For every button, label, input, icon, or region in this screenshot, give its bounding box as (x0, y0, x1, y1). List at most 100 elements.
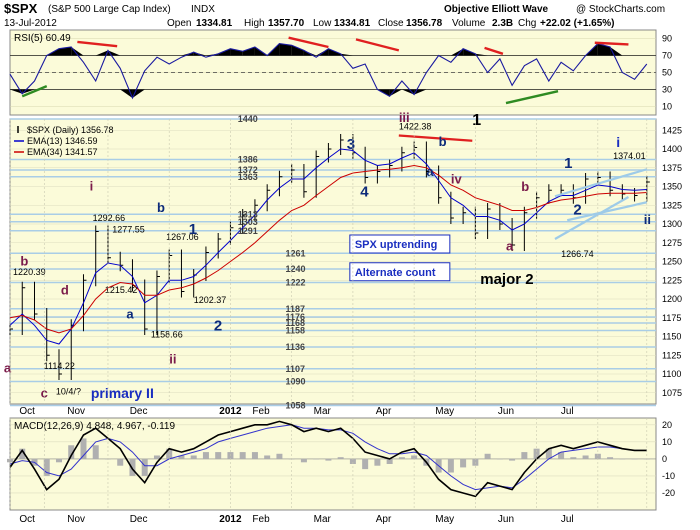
month-label: Nov (67, 406, 85, 417)
month-label: May (435, 514, 454, 525)
volume-value: 2.3B (492, 18, 513, 29)
ohlc-readout: Open 1334.81 High 1357.70 Low 1334.81 Cl… (167, 18, 615, 29)
rsi-series-line (9, 42, 648, 100)
wave-label: a (506, 238, 514, 253)
month-label: Mar (314, 514, 332, 525)
macd-histogram-bar (607, 457, 614, 459)
wave-label: a (4, 361, 12, 376)
price-tick-label: 1300 (662, 219, 682, 229)
macd-histogram-bar (631, 458, 638, 460)
wave-label: b (157, 200, 165, 215)
price-tick-label: 1225 (662, 275, 682, 285)
wave-label: ii (169, 352, 176, 367)
high-label: High (244, 18, 265, 29)
rsi-divergence-line (288, 36, 329, 49)
reference-level-label: 1291 (238, 226, 258, 236)
macd-tick-label: 20 (662, 420, 672, 430)
macd-histogram-bar (68, 445, 75, 459)
macd-histogram-bar (496, 458, 503, 460)
price-legend-entry: EMA(34) 1341.57 (27, 147, 98, 157)
macd-histogram-bar (411, 455, 418, 459)
price-legend-entry: $SPX (Daily) 1356.78 (27, 125, 114, 135)
macd-lines (9, 420, 647, 498)
month-label: Nov (67, 514, 85, 525)
price-panel: 1440138613721363131313031291126112401222… (4, 110, 682, 417)
macd-histogram-bar (80, 438, 87, 459)
reference-level-label: 1313 (238, 209, 258, 219)
rsi-divergence-line (505, 90, 559, 105)
macd-tick-label: 0 (662, 454, 667, 464)
month-label: Dec (130, 514, 148, 525)
price-tick-label: 1100 (662, 369, 681, 379)
rsi-overbought-fill (242, 47, 255, 56)
macd-histogram-bar (349, 458, 356, 464)
rsi-divergence-line (21, 84, 48, 98)
macd-tick-label: 10 (662, 437, 672, 447)
macd-histogram-bar (619, 458, 626, 460)
count-box (349, 234, 451, 254)
macd-histogram-bar (215, 452, 222, 459)
month-label: 2012 (219, 406, 242, 417)
price-x-axis: Oct Nov Dec 2012 Feb Mar Apr May Jun Jul (9, 119, 648, 417)
rsi-overbought-fill (181, 52, 194, 56)
rsi-overbought-fill (475, 53, 488, 56)
macd-x-axis: Oct Nov Dec 2012 Feb Mar Apr May Jun Jul (9, 418, 648, 525)
price-value-label: 1158.66 (151, 329, 183, 339)
ema34-line (9, 164, 647, 334)
wave-label: 2 (214, 318, 222, 335)
wave-label: 1 (189, 221, 197, 238)
reference-level-label: 1090 (286, 377, 306, 387)
close-label: Close (378, 18, 404, 29)
macd-tick-label: -20 (662, 488, 675, 498)
volume-label: Volume (452, 18, 486, 29)
reference-level-label: 1158 (286, 326, 306, 336)
price-tick-label: 1400 (662, 144, 682, 154)
exchange-label: INDX (191, 4, 215, 15)
price-value-label: 1267.06 (166, 232, 199, 242)
reference-level-label: 1386 (238, 155, 258, 165)
rsi-tick-label: 10 (662, 102, 672, 112)
rsi-oversold-fill (414, 89, 427, 95)
macd-histogram-bar (276, 453, 283, 459)
trend-line (398, 134, 473, 142)
rsi-overbought-fill (95, 50, 108, 56)
reference-level-label: 1363 (238, 172, 258, 182)
open-label: Open (167, 18, 191, 29)
count-box-label: SPX uptrending (355, 239, 438, 251)
macd-histogram-bar (558, 452, 565, 459)
rsi-overbought-fill (279, 43, 292, 56)
wave-label: iv (451, 172, 463, 187)
rsi-overbought-fill (450, 48, 464, 56)
rsi-tick-label: 50 (662, 68, 672, 78)
wave-label: a (126, 307, 134, 322)
high-value: 1357.70 (268, 18, 305, 29)
macd-histogram-bar (117, 458, 124, 466)
month-label: Oct (19, 514, 35, 525)
wave-label: 3 (347, 136, 355, 153)
macd-histogram-bar (337, 457, 344, 459)
price-tick-label: 1175 (662, 313, 681, 323)
rsi-tick-label: 30 (662, 85, 672, 95)
macd-histogram-bar (398, 457, 405, 459)
price-y-axis: 1425 1400 1375 1350 1325 1300 1275 1250 1225 1200… (662, 125, 682, 398)
rsi-divergence-line (355, 38, 400, 52)
rsi-divergences (21, 36, 629, 105)
wave-label: primary II (91, 385, 154, 401)
price-value-label: 1215.42 (105, 285, 138, 295)
month-label: Jul (561, 406, 574, 417)
rsi-oversold-fill (10, 89, 23, 94)
macd-histogram-bar (484, 453, 491, 459)
macd-histogram-bar (460, 458, 467, 468)
chg-label: Chg (518, 18, 536, 29)
reference-level-label: 1440 (238, 114, 258, 124)
reference-level-label: 1240 (286, 264, 306, 274)
month-label: Apr (376, 406, 392, 417)
month-label: Jun (498, 514, 514, 525)
close-value: 1356.78 (406, 18, 443, 29)
reference-level-label: 1187 (286, 304, 306, 314)
rsi-divergence-line (77, 40, 118, 48)
price-tick-label: 1325 (662, 200, 682, 210)
wave-label: 1 (472, 112, 481, 129)
open-value: 1334.81 (196, 18, 233, 29)
